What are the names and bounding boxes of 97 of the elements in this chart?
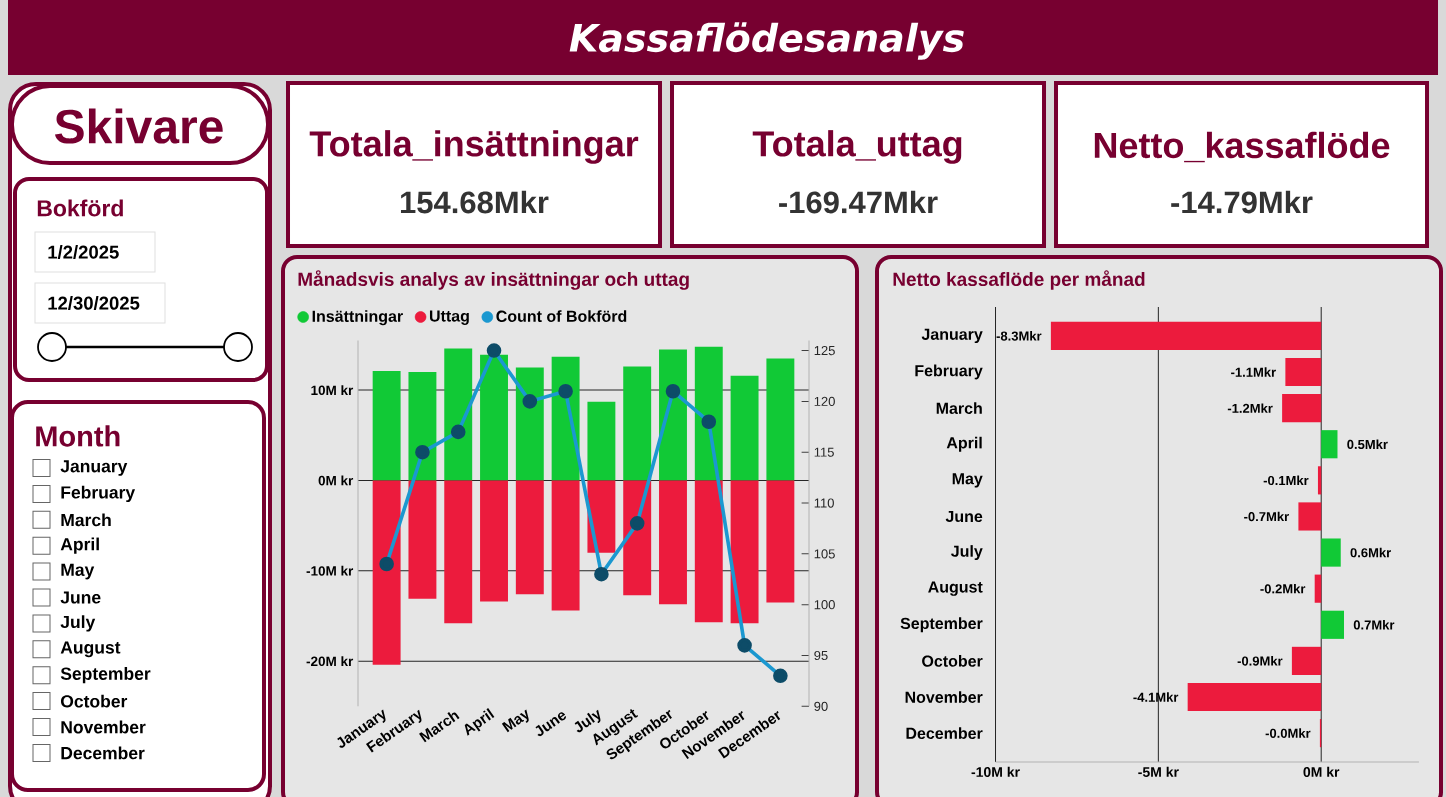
text: Kassaflödesanalys [569,22,964,60]
bar [1321,430,1338,459]
category-label: September [60,667,151,684]
data-label: -0.1Mkr [1263,475,1309,486]
bar [515,480,544,595]
y-tick-label: -20M kr [306,656,354,667]
y2-tick-label: 120 [814,396,835,406]
bar [1314,574,1322,603]
bar [1282,394,1322,423]
bar [408,372,437,481]
category-label: January [60,460,128,476]
text: Bokförd [37,199,123,217]
bar [480,354,508,481]
bar [623,366,652,481]
y-tick-label: September [900,617,983,633]
text: Totala_uttag [752,130,962,164]
bar [1321,538,1341,567]
data-label: -0.9Mkr [1237,656,1283,666]
bar [766,358,795,481]
y-tick-label: November [905,691,983,703]
bar [1291,646,1322,675]
bar [1317,466,1322,495]
bar [444,348,473,481]
y-tick-label: 10M kr [311,385,354,396]
text: -169.47Mkr [779,190,938,214]
text: 1/2/2025 [48,245,119,259]
data-label: -0.0Mkr [1265,728,1311,738]
bar [730,375,759,481]
bar [551,480,580,611]
bar [766,480,795,603]
y-tick-label: February [915,364,983,380]
data-label: 0.5Mkr [1347,439,1388,449]
text: 154.68Mkr [400,190,549,214]
bar [587,480,616,553]
y2-tick-label: 125 [814,345,835,356]
x-tick-label: June [535,712,566,737]
y-tick-label: April [946,436,982,452]
y2-tick-label: 90 [814,701,828,711]
category-label: August [60,641,121,658]
y-tick-label: 0M kr [318,475,354,486]
x-tick-label: 0M kr [1303,766,1340,778]
y2-tick-label: 115 [814,447,834,457]
category-label: October [60,694,128,708]
text: Netto_kassaflöde [1094,131,1390,163]
bar [480,480,508,602]
data-label: 0.7Mkr [1353,620,1395,630]
legend-label: Insättningar [312,310,403,326]
category-label: May [61,563,95,580]
legend-label: Uttag [429,310,469,325]
chart-title: Månadsvis analys av insättningar och uttag [298,270,689,290]
y-tick-label: May [952,473,983,488]
data-label: -0.7Mkr [1244,511,1289,522]
category-label: February [61,485,136,503]
data-label: -1.2Mkr [1227,403,1273,413]
y-tick-label: January [921,328,983,344]
x-tick-label: -5M kr [1138,766,1179,778]
bar [372,371,401,481]
text: 12/30/2025 [48,296,140,310]
category-label: June [60,591,101,604]
bar [515,367,544,481]
bar [372,480,401,665]
text: Skivare [54,108,223,144]
chart-title: Netto kassaflöde per månad [893,270,1145,290]
y2-tick-label: 110 [814,498,834,508]
bar [587,401,616,481]
y2-tick-label: 100 [814,600,835,610]
bar [1298,502,1322,531]
y2-tick-label: 95 [814,650,828,661]
bar [1321,610,1344,639]
y-tick-label: August [928,581,983,596]
bar [1285,357,1322,387]
x-tick-label: May [501,709,529,733]
data-label: -8.3Mkr [996,331,1042,341]
bar [730,480,759,624]
bar [694,480,723,623]
category-label: July [60,615,96,632]
text: Month [36,425,120,447]
legend-label: Count of Bokförd [496,310,627,322]
bar [1050,321,1322,350]
data-label: -0.2Mkr [1260,583,1306,594]
category-label: April [60,537,99,554]
text: -14.79Mkr [1171,190,1313,214]
text: Totala_insättningar [309,130,639,164]
data-label: 0.6Mkr [1350,547,1392,558]
y-tick-label: June [945,510,983,523]
bar [408,480,437,599]
data-label: -1.1Mkr [1231,367,1276,377]
y2-tick-label: 105 [814,549,835,559]
bar [1187,682,1322,712]
x-tick-label: -10M kr [971,766,1020,778]
bar [659,480,687,605]
category-label: March [61,513,111,527]
y-tick-label: -10M kr [306,565,354,576]
y-tick-label: October [922,655,983,667]
bar [444,480,473,624]
y-tick-label: March [936,402,982,414]
y-tick-label: July [951,545,983,561]
